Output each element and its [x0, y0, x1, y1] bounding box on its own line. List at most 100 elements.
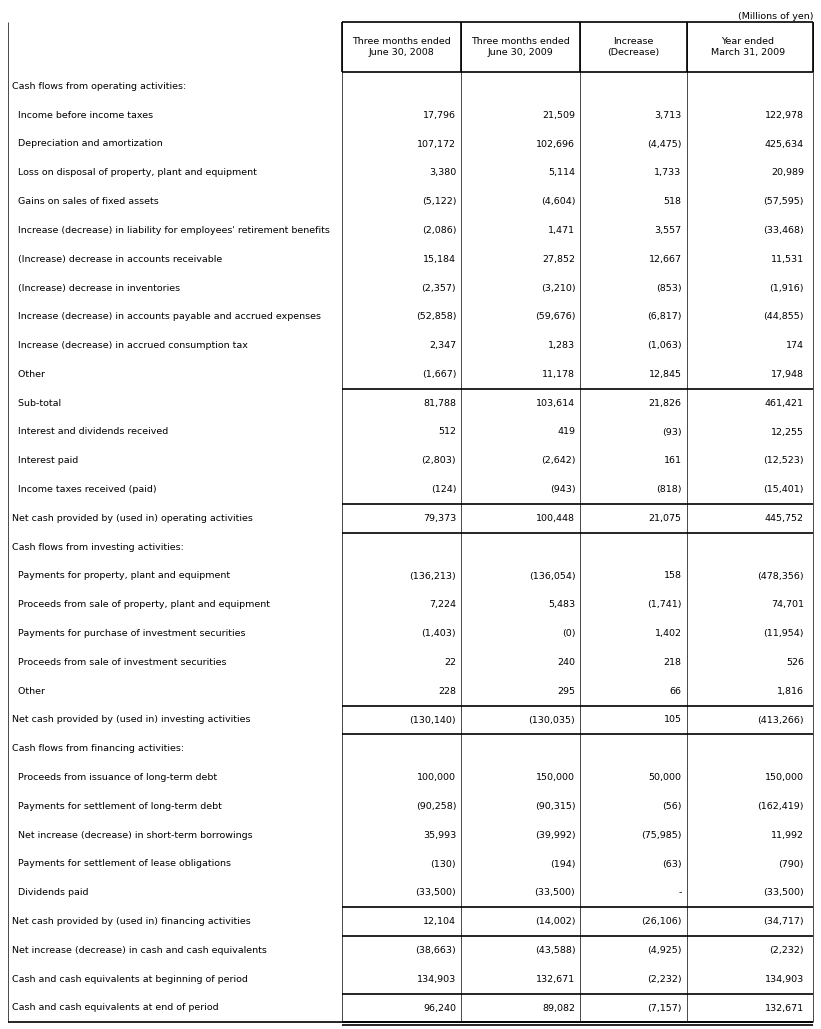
Text: Cash flows from operating activities:: Cash flows from operating activities:	[12, 82, 186, 91]
Text: 1,816: 1,816	[777, 686, 804, 696]
Text: (57,595): (57,595)	[764, 198, 804, 206]
Text: (44,855): (44,855)	[764, 312, 804, 321]
Text: Proceeds from sale of property, plant and equipment: Proceeds from sale of property, plant an…	[12, 600, 270, 609]
Text: (194): (194)	[550, 859, 576, 868]
Text: Loss on disposal of property, plant and equipment: Loss on disposal of property, plant and …	[12, 169, 257, 177]
Text: 1,471: 1,471	[548, 226, 576, 235]
Text: Net cash provided by (used in) operating activities: Net cash provided by (used in) operating…	[12, 513, 253, 523]
Text: (59,676): (59,676)	[534, 312, 576, 321]
Text: Three months ended
June 30, 2009: Three months ended June 30, 2009	[471, 37, 570, 58]
Text: (4,475): (4,475)	[647, 140, 681, 148]
Text: 17,796: 17,796	[423, 111, 456, 119]
Text: 174: 174	[786, 341, 804, 350]
Text: (2,232): (2,232)	[647, 974, 681, 984]
Text: 295: 295	[557, 686, 576, 696]
Text: Interest and dividends received: Interest and dividends received	[12, 427, 168, 436]
Text: (56): (56)	[662, 802, 681, 811]
Text: (2,803): (2,803)	[422, 456, 456, 465]
Text: (6,817): (6,817)	[647, 312, 681, 321]
Text: Dividends paid: Dividends paid	[12, 888, 89, 897]
Text: (5,122): (5,122)	[422, 198, 456, 206]
Text: 218: 218	[663, 658, 681, 667]
Text: 132,671: 132,671	[765, 1003, 804, 1013]
Text: 228: 228	[438, 686, 456, 696]
Text: (33,500): (33,500)	[534, 888, 576, 897]
Text: 1,733: 1,733	[654, 169, 681, 177]
Text: Net increase (decrease) in cash and cash equivalents: Net increase (decrease) in cash and cash…	[12, 946, 267, 955]
Text: 134,903: 134,903	[417, 974, 456, 984]
Text: Income taxes received (paid): Income taxes received (paid)	[12, 485, 157, 494]
Text: (34,717): (34,717)	[764, 917, 804, 926]
Text: (4,925): (4,925)	[647, 946, 681, 955]
Text: (818): (818)	[656, 485, 681, 494]
Text: 27,852: 27,852	[543, 255, 576, 263]
Text: (12,523): (12,523)	[764, 456, 804, 465]
Text: Payments for settlement of long-term debt: Payments for settlement of long-term deb…	[12, 802, 222, 811]
Text: 35,993: 35,993	[423, 830, 456, 840]
Text: (38,663): (38,663)	[415, 946, 456, 955]
Text: Year ended
March 31, 2009: Year ended March 31, 2009	[711, 37, 785, 58]
Text: (90,315): (90,315)	[534, 802, 576, 811]
Text: 66: 66	[670, 686, 681, 696]
Text: Increase (decrease) in accrued consumption tax: Increase (decrease) in accrued consumpti…	[12, 341, 248, 350]
Text: 134,903: 134,903	[764, 974, 804, 984]
Text: Other: Other	[12, 686, 45, 696]
Text: Net increase (decrease) in short-term borrowings: Net increase (decrease) in short-term bo…	[12, 830, 253, 840]
Text: 518: 518	[663, 198, 681, 206]
Text: (7,157): (7,157)	[647, 1003, 681, 1013]
Text: (943): (943)	[550, 485, 576, 494]
Text: Cash and cash equivalents at beginning of period: Cash and cash equivalents at beginning o…	[12, 974, 248, 984]
Text: Gains on sales of fixed assets: Gains on sales of fixed assets	[12, 198, 158, 206]
Text: 21,826: 21,826	[649, 398, 681, 407]
Text: 50,000: 50,000	[649, 773, 681, 782]
Text: 240: 240	[557, 658, 576, 667]
Text: (136,213): (136,213)	[410, 571, 456, 580]
Text: -: -	[678, 888, 681, 897]
Text: (790): (790)	[778, 859, 804, 868]
Text: (93): (93)	[662, 427, 681, 436]
Text: Three months ended
June 30, 2008: Three months ended June 30, 2008	[352, 37, 451, 58]
Text: (1,403): (1,403)	[422, 629, 456, 638]
Text: (14,002): (14,002)	[534, 917, 576, 926]
Text: (2,232): (2,232)	[769, 946, 804, 955]
Text: 79,373: 79,373	[423, 513, 456, 523]
Text: 419: 419	[557, 427, 576, 436]
Text: (413,266): (413,266)	[757, 715, 804, 724]
Text: 89,082: 89,082	[543, 1003, 576, 1013]
Text: (4,604): (4,604)	[541, 198, 576, 206]
Text: 512: 512	[438, 427, 456, 436]
Text: (2,642): (2,642)	[541, 456, 576, 465]
Text: 20,989: 20,989	[771, 169, 804, 177]
Text: 12,667: 12,667	[649, 255, 681, 263]
Text: (2,086): (2,086)	[422, 226, 456, 235]
Text: 122,978: 122,978	[765, 111, 804, 119]
Text: 11,178: 11,178	[543, 369, 576, 379]
Text: Income before income taxes: Income before income taxes	[12, 111, 154, 119]
Text: Sub-total: Sub-total	[12, 398, 61, 407]
Text: Proceeds from sale of investment securities: Proceeds from sale of investment securit…	[12, 658, 227, 667]
Text: 12,104: 12,104	[423, 917, 456, 926]
Text: (11,954): (11,954)	[764, 629, 804, 638]
Text: 22: 22	[444, 658, 456, 667]
Text: Proceeds from issuance of long-term debt: Proceeds from issuance of long-term debt	[12, 773, 217, 782]
Text: 5,114: 5,114	[548, 169, 576, 177]
Text: (136,054): (136,054)	[529, 571, 576, 580]
Text: (124): (124)	[431, 485, 456, 494]
Text: 12,255: 12,255	[771, 427, 804, 436]
Text: Payments for settlement of lease obligations: Payments for settlement of lease obligat…	[12, 859, 231, 868]
Text: (43,588): (43,588)	[534, 946, 576, 955]
Text: (15,401): (15,401)	[764, 485, 804, 494]
Text: (853): (853)	[656, 284, 681, 292]
Text: Net cash provided by (used in) financing activities: Net cash provided by (used in) financing…	[12, 917, 250, 926]
Text: (1,741): (1,741)	[647, 600, 681, 609]
Text: Increase
(Decrease): Increase (Decrease)	[608, 37, 659, 58]
Text: 2,347: 2,347	[429, 341, 456, 350]
Text: 161: 161	[663, 456, 681, 465]
Text: Cash and cash equivalents at end of period: Cash and cash equivalents at end of peri…	[12, 1003, 218, 1013]
Text: (52,858): (52,858)	[415, 312, 456, 321]
Text: (Increase) decrease in accounts receivable: (Increase) decrease in accounts receivab…	[12, 255, 222, 263]
Text: (63): (63)	[662, 859, 681, 868]
Text: 21,075: 21,075	[649, 513, 681, 523]
Text: (Millions of yen): (Millions of yen)	[737, 12, 813, 21]
Text: Depreciation and amortization: Depreciation and amortization	[12, 140, 163, 148]
